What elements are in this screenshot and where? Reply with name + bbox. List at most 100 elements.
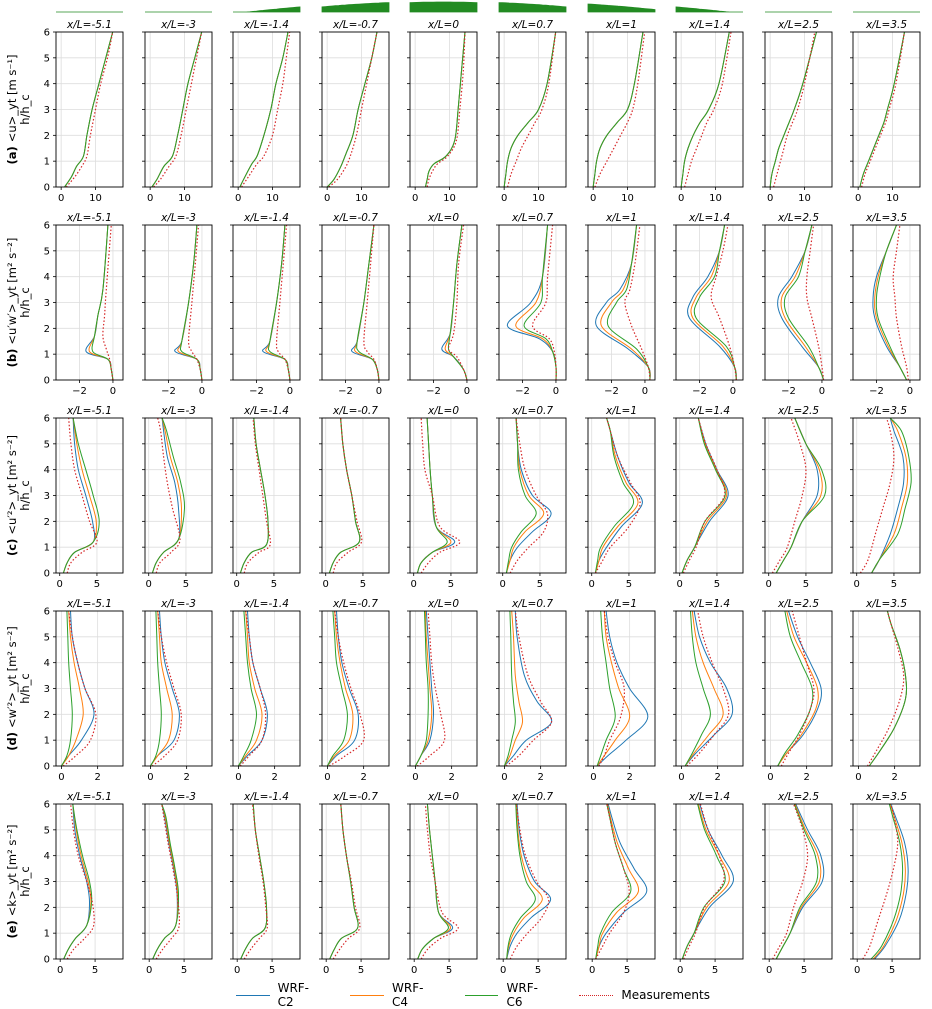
series-line-wrf-c6 — [149, 611, 162, 766]
column-title: x/L=-0.7 — [332, 791, 378, 803]
row-ylabel: (b) <u′w′>_yt [m² s⁻²] — [5, 238, 19, 368]
series-group — [595, 225, 651, 380]
y-tick-label: 0 — [44, 955, 50, 966]
x-tick-label: 2 — [891, 772, 897, 783]
x-tick-label: −2 — [426, 386, 441, 397]
y-tick-label: 5 — [44, 439, 50, 450]
series-line-measurements — [892, 225, 909, 380]
series-line-wrf-c6 — [326, 611, 348, 766]
series-group — [64, 32, 114, 187]
x-tick-label: 10 — [266, 193, 279, 204]
quantity-label: <k>_yt [m² s⁻²] — [5, 824, 19, 916]
panel: x/L=-5.1 0 1 2 3 4 5 6 −2 0 — [44, 212, 124, 397]
y-tick-label: 2 — [44, 903, 50, 914]
panel: x/L=-0.7 0 5 — [319, 791, 390, 976]
column-title: x/L=-1.4 — [243, 598, 289, 610]
series-line-measurements — [328, 611, 365, 766]
series-group — [596, 611, 649, 766]
legend-label: Measurements — [621, 988, 710, 1002]
series-group — [594, 418, 643, 573]
panel: x/L=0.7 0 10 — [496, 19, 567, 204]
x-tick-label: 0 — [234, 965, 240, 976]
column-title: x/L=0 — [427, 19, 459, 31]
x-tick-label: 0 — [57, 965, 63, 976]
series-line-measurements — [683, 804, 725, 959]
series-line-measurements — [594, 32, 646, 187]
x-tick-label: 5 — [535, 965, 541, 976]
hill-icon — [233, 6, 301, 13]
series-group — [60, 611, 97, 766]
y-tick-label: 1 — [44, 350, 50, 361]
hill-shape — [675, 6, 743, 13]
x-tick-label: 0 — [767, 772, 773, 783]
series-line-measurements — [65, 32, 114, 187]
series-line-wrf-c4 — [596, 611, 631, 766]
panel: x/L=3.5 0 2 — [850, 598, 921, 783]
x-tick-label: 0 — [411, 965, 417, 976]
series-line-measurements — [861, 32, 906, 187]
panel: x/L=2.5 0 5 — [762, 791, 833, 976]
panel-letter: (e) — [5, 916, 19, 938]
series-line-wrf-c6 — [875, 225, 908, 380]
series-group — [441, 225, 468, 380]
series-line-measurements — [416, 611, 446, 766]
column-title: x/L=-0.7 — [332, 598, 378, 610]
column-title: x/L=2.5 — [777, 19, 819, 31]
x-tick-label: −2 — [869, 386, 884, 397]
series-group — [771, 418, 827, 573]
series-group — [772, 804, 825, 959]
series-line-measurements — [243, 804, 269, 959]
panel: x/L=0.7 0 5 — [496, 405, 567, 590]
x-tick-label: 0 — [323, 965, 329, 976]
series-line-wrf-c6 — [871, 418, 912, 573]
series-line-wrf-c4 — [684, 611, 724, 766]
series-line-measurements — [332, 804, 361, 959]
hill-icon — [587, 3, 656, 13]
series-group — [862, 804, 909, 959]
series-group — [328, 418, 363, 573]
column-title: x/L=1 — [605, 598, 637, 610]
column-title: x/L=-1.4 — [243, 212, 289, 224]
column-title: x/L=3.5 — [865, 598, 907, 610]
x-tick-label: 0 — [855, 772, 861, 783]
series-group — [63, 804, 95, 959]
y-tick-label: 0 — [44, 183, 50, 194]
x-tick-label: 10 — [886, 193, 899, 204]
x-tick-label: 0 — [501, 772, 507, 783]
y-tick-label: 5 — [44, 246, 50, 257]
panel: x/L=0 0 2 — [407, 598, 478, 783]
x-tick-label: 5 — [446, 965, 452, 976]
row-ylabel: (c) <u′²>_yt [m² s⁻²] — [5, 435, 19, 556]
series-line-wrf-c6 — [680, 32, 730, 187]
column-title: x/L=2.5 — [777, 405, 819, 417]
panel: x/L=0 0 5 — [407, 405, 478, 590]
series-line-wrf-c6 — [681, 804, 726, 959]
x-tick-label: 0 — [819, 386, 825, 397]
x-tick-label: 2 — [537, 772, 543, 783]
y-tick-label: 6 — [44, 414, 50, 425]
x-tick-label: 5 — [891, 579, 897, 590]
x-tick-label: 5 — [712, 965, 718, 976]
series-group — [769, 32, 817, 187]
column-title: x/L=1 — [605, 19, 637, 31]
panel: x/L=0.7 0 5 — [496, 791, 567, 976]
series-group — [326, 32, 378, 187]
column-title: x/L=-5.1 — [66, 19, 112, 31]
x-tick-label: 2 — [271, 772, 277, 783]
legend-label: WRF-C2 — [277, 981, 310, 1009]
height-label: h/h_c — [18, 673, 32, 704]
x-tick-label: 5 — [537, 579, 543, 590]
y-tick-label: 0 — [44, 762, 50, 773]
y-tick-label: 4 — [44, 272, 50, 283]
x-tick-label: 2 — [714, 772, 720, 783]
x-tick-label: 0 — [677, 965, 683, 976]
column-title: x/L=0.7 — [511, 405, 553, 417]
x-tick-label: 5 — [803, 579, 809, 590]
x-tick-label: 10 — [89, 193, 102, 204]
series-line-wrf-c6 — [64, 32, 114, 187]
x-tick-label: 0 — [287, 386, 293, 397]
x-tick-label: 0 — [678, 193, 684, 204]
column-title: x/L=3.5 — [865, 212, 907, 224]
series-group — [174, 225, 203, 380]
x-tick-label: 2 — [360, 772, 366, 783]
